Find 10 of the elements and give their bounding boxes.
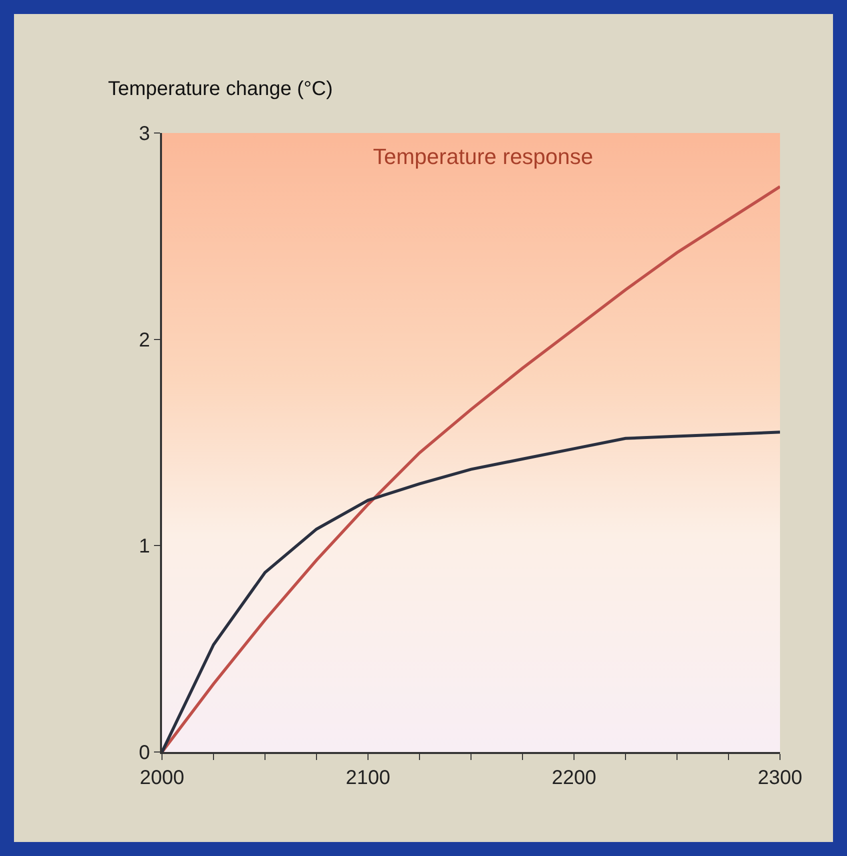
y-tick-label: 3 [138,123,150,145]
x-tick-label: 2200 [552,767,596,789]
y-tick-label: 1 [138,536,150,558]
x-tick-label: 2300 [758,767,802,789]
y-tick-label: 0 [138,742,150,764]
x-tick-label: 2000 [140,767,184,789]
annotation: Temperature response [373,144,594,169]
y-tick-label: 2 [138,329,150,352]
x-tick-label: 2100 [346,767,390,789]
y-axis-title: Temperature change (°C) [108,78,333,100]
